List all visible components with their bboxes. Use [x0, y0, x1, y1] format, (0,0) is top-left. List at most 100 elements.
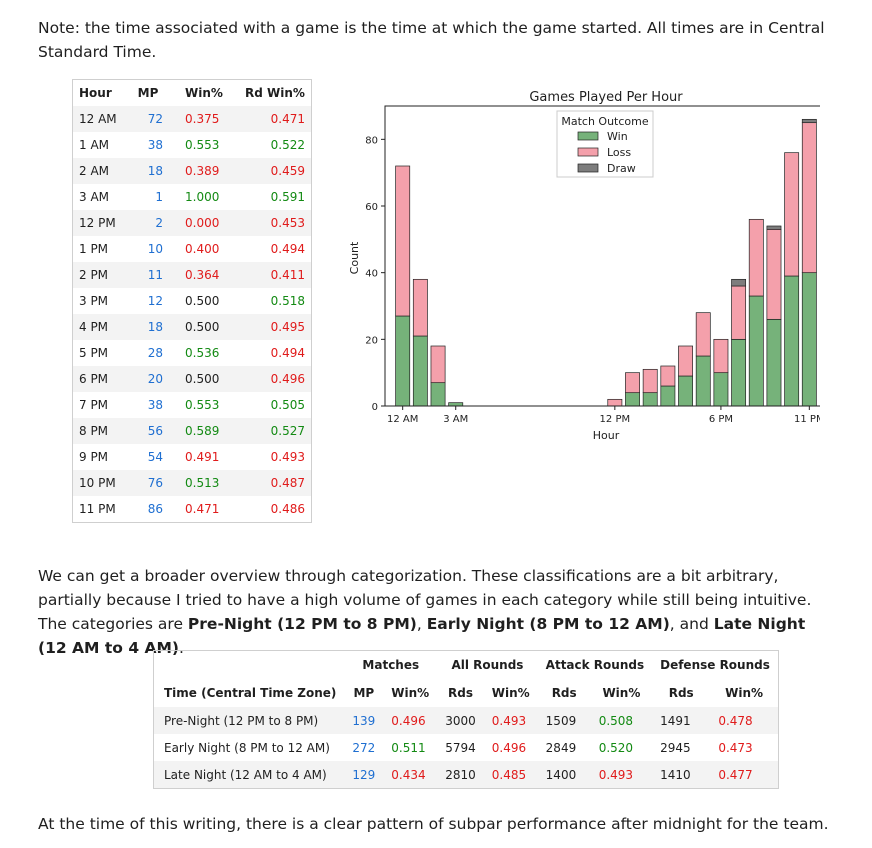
mp-cell: 139 — [352, 713, 376, 728]
category-table: Matches All Rounds Attack Rounds Defense… — [153, 650, 779, 789]
mp-cell: 56 — [147, 424, 163, 438]
all-win-cell: 0.496 — [491, 740, 527, 755]
x-tick-label: 12 PM — [600, 414, 631, 425]
para2-sep2: , and — [669, 615, 714, 633]
y-tick-label: 40 — [365, 269, 378, 280]
defense-rds-cell: 1491 — [660, 713, 691, 728]
bar-loss — [625, 372, 640, 394]
y-tick-label: 20 — [365, 335, 378, 346]
x-tick-label: 6 PM — [709, 414, 733, 425]
col-win: Win% — [185, 86, 223, 100]
win-cell: 0.471 — [185, 502, 220, 516]
bar-loss — [412, 278, 428, 337]
mp-cell: 18 — [147, 164, 163, 178]
win-cell: 0.553 — [185, 138, 220, 152]
bar-loss — [430, 345, 446, 384]
mp-cell: 28 — [147, 346, 163, 360]
category-pre-night: Pre-Night (12 PM to 8 PM) — [187, 615, 417, 633]
bar-win — [678, 375, 693, 407]
sub-header-all-rds: Rds — [447, 686, 473, 700]
win-cell: 0.364 — [185, 268, 220, 282]
categories-paragraph: We can get a broader overview through ca… — [38, 564, 838, 660]
category-table-body: Pre-Night (12 PM to 8 PM) 139 0.496 3000 0.4… — [153, 707, 779, 789]
table-row: 10 PM 76 0.513 0.487 — [72, 470, 312, 496]
legend-label-draw: Draw — [607, 162, 636, 175]
hour-cell: 11 PM — [79, 502, 116, 516]
table-row: 12 AM 72 0.375 0.471 — [72, 106, 312, 132]
mp-cell: 129 — [352, 767, 376, 782]
bar-loss — [607, 398, 623, 407]
legend-title: Match Outcome — [561, 115, 648, 128]
defense-win-cell: 0.478 — [718, 713, 753, 728]
bar-win — [731, 338, 747, 407]
hour-cell: 1 AM — [79, 138, 110, 152]
mp-cell: 1 — [155, 190, 163, 204]
bar-win — [625, 392, 640, 407]
rd-win-cell: 0.459 — [270, 164, 305, 178]
hour-cell: 3 AM — [79, 190, 110, 204]
category-name-cell: Late Night (12 AM to 4 AM) — [164, 767, 327, 782]
all-rds-cell: 2810 — [445, 767, 476, 782]
bar-win — [801, 272, 817, 407]
table-row: Pre-Night (12 PM to 8 PM) 139 0.496 3000 0.4… — [153, 707, 779, 734]
y-tick-label: 80 — [365, 135, 378, 146]
defense-win-cell: 0.477 — [718, 767, 753, 782]
col-mp: MP — [137, 86, 159, 100]
mp-cell: 20 — [147, 372, 163, 386]
bar-loss — [695, 312, 711, 357]
table-row: 8 PM 56 0.589 0.527 — [72, 418, 312, 444]
rd-win-cell: 0.494 — [270, 242, 305, 256]
hour-cell: 2 AM — [79, 164, 110, 178]
bar-loss — [766, 228, 782, 320]
bar-draw — [801, 118, 817, 124]
legend: Match Outcome Win Loss Draw — [556, 110, 654, 178]
x-tick-label: 11 PM — [794, 414, 820, 425]
bar-draw — [731, 278, 747, 287]
all-win-cell: 0.485 — [491, 767, 527, 782]
hour-cell: 2 PM — [79, 268, 109, 282]
intro-paragraph: Note: the time associated with a game is… — [38, 19, 825, 61]
table-row: 4 PM 18 0.500 0.495 — [72, 314, 312, 340]
match-win-cell: 0.496 — [391, 713, 426, 728]
hour-cell: 7 PM — [79, 398, 109, 412]
table-row: 7 PM 38 0.553 0.505 — [73, 392, 312, 418]
table-row: 3 PM 12 0.500 0.518 — [73, 288, 312, 314]
table-row: Early Night (8 PM to 12 AM) 272 0.511 5794 0… — [154, 734, 779, 761]
mp-cell: 72 — [147, 112, 163, 126]
mp-cell: 38 — [147, 138, 163, 152]
bar-win — [412, 335, 428, 407]
rd-win-cell: 0.591 — [270, 190, 305, 204]
conclusion-paragraph: At the time of this writing, there is a … — [38, 815, 829, 833]
match-win-cell: 0.511 — [391, 740, 426, 755]
mp-cell: 86 — [147, 502, 163, 516]
col-hour: Hour — [79, 86, 112, 100]
group-header-attack-rounds: Attack Rounds — [545, 658, 645, 672]
legend-swatch-draw — [577, 163, 599, 173]
y-axis-label: Count — [348, 241, 361, 274]
hour-cell: 8 PM — [79, 424, 109, 438]
defense-rds-cell: 1410 — [660, 767, 691, 782]
win-cell: 0.400 — [185, 242, 220, 256]
mp-cell: 272 — [352, 740, 376, 755]
rd-win-cell: 0.487 — [270, 476, 305, 490]
win-cell: 0.553 — [185, 398, 220, 412]
table-row: 2 AM 18 0.389 0.459 — [72, 158, 312, 184]
sub-header-defense-rds: Rds — [668, 686, 694, 700]
all-win-cell: 0.493 — [491, 713, 527, 728]
hour-cell: 3 PM — [79, 294, 109, 308]
table-row: 12 PM 2 0.000 0.453 — [72, 210, 312, 236]
bar-loss — [713, 338, 729, 374]
table-row: 3 AM 1 1.000 0.591 — [73, 184, 312, 210]
plot-frame — [384, 105, 820, 407]
sub-header-attack-win: Win% — [602, 686, 641, 700]
bar-draw — [766, 225, 782, 230]
col-rd-win: Rd Win% — [245, 86, 305, 100]
table-row: 9 PM 54 0.491 0.493 — [73, 444, 312, 470]
hour-cell: 4 PM — [79, 320, 109, 334]
bar-win — [660, 385, 676, 407]
mp-cell: 12 — [147, 294, 163, 308]
win-cell: 0.589 — [185, 424, 220, 438]
bar-win — [748, 295, 764, 407]
category-name-cell: Early Night (8 PM to 12 AM) — [164, 740, 330, 755]
rd-win-cell: 0.505 — [270, 398, 305, 412]
